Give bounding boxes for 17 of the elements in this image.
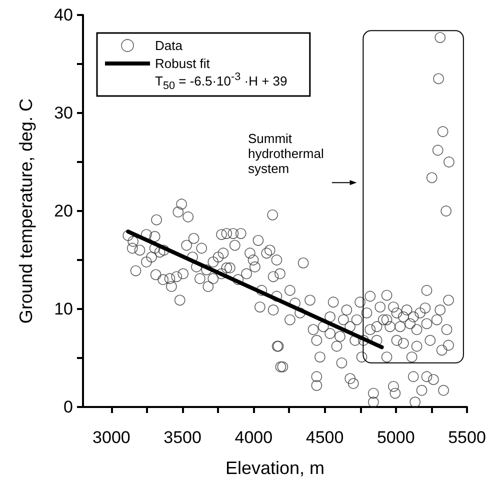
annotation: T$_{50}$ = -6.5·10$^{-3}$ ·H + 39 [155,70,288,94]
legend-label: Data [155,38,184,53]
y-tick-label: 30 [54,104,73,122]
y-tick-label: 10 [54,300,73,318]
x-axis-title: Elevation, m [225,458,325,478]
x-tick-label: 5500 [448,428,486,447]
x-tick-label: 4500 [306,428,344,447]
x-tick-label: 3000 [92,428,130,447]
x-tick-label: 4000 [234,428,273,447]
y-tick-label: 20 [54,202,73,220]
annotation: Summit hydrothermal system [248,130,325,176]
x-tick-label: 5000 [376,428,415,447]
legend-label: Robust fit [155,56,210,71]
y-axis-title: Ground temperature, deg. C [16,98,36,324]
y-tick-label: 0 [64,398,73,416]
x-tick-label: 3500 [164,428,202,447]
y-tick-label: 40 [54,6,73,24]
